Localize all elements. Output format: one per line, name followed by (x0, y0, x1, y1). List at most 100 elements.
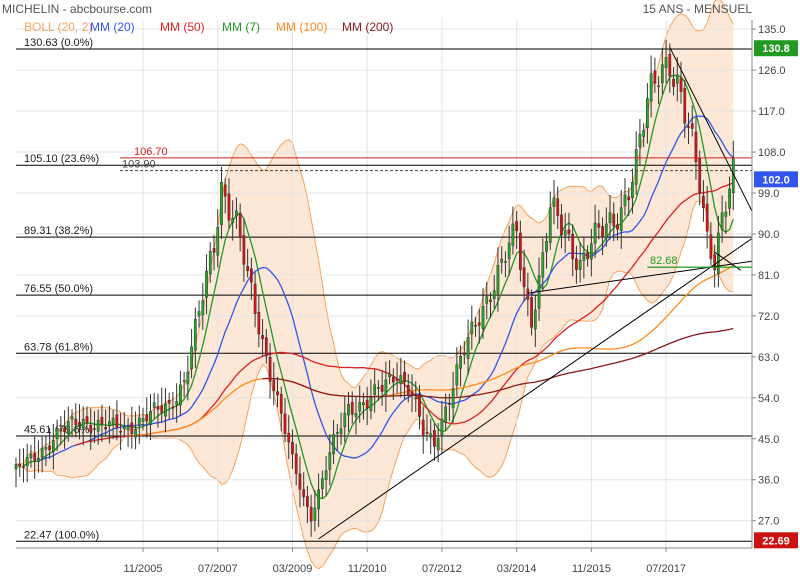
candle-body (186, 371, 190, 385)
candle-body (276, 391, 279, 396)
candle-body (418, 394, 421, 417)
axes: 27.0 36.0 45.0 54.0 63.0 72.0 81.0 90.0 99.0 108.… (16, 20, 798, 575)
y-tick-label: 126.0 (758, 65, 786, 77)
candle-body (642, 130, 646, 137)
candle-body (164, 403, 167, 417)
candle-body (627, 196, 631, 201)
fibonacci-levels: 130.63 (0.0%) 105.10 (23.6%) 89.31 (38.2%)… (16, 37, 752, 542)
candle-body (81, 418, 85, 429)
candle-body (702, 195, 705, 208)
candle-body (29, 453, 33, 459)
candle-body (653, 70, 657, 84)
candle-body (545, 240, 548, 252)
candle-body (283, 413, 287, 434)
legend-item: MM (200) (342, 20, 393, 34)
candle-body (429, 433, 433, 438)
fib-label: 89.31 (38.2%) (24, 225, 93, 237)
candle-body (690, 123, 694, 129)
candle-body (104, 427, 108, 430)
candle-body (526, 288, 530, 300)
price-label-box (754, 40, 798, 57)
candle-body (227, 193, 231, 221)
candle-body (500, 258, 504, 263)
candle-body (518, 232, 522, 271)
candle-body (470, 321, 474, 335)
candle-body (552, 197, 556, 207)
candle-body (616, 224, 619, 230)
candle-body (317, 489, 320, 510)
candle-body (406, 385, 410, 396)
x-tick-label: 07/2012 (422, 563, 462, 575)
candle-body (130, 422, 134, 435)
candle-body (55, 428, 59, 440)
candle-body (33, 453, 37, 461)
candle-body (85, 416, 89, 423)
y-tick-label: 81.0 (758, 270, 779, 282)
candle-body (466, 337, 470, 359)
candle-body (197, 311, 201, 317)
legend-item: MM (20) (90, 20, 135, 34)
candle-body (694, 131, 698, 163)
candle-body (347, 403, 350, 416)
candle-body (720, 212, 724, 230)
candle-body (717, 232, 720, 274)
candle-body (365, 399, 369, 409)
candle-body (145, 414, 149, 422)
candle-body (320, 478, 324, 489)
candle-body (216, 227, 220, 256)
candle-body (108, 421, 111, 427)
candle-body (459, 356, 462, 369)
candle-body (395, 378, 399, 381)
candle-body (156, 406, 160, 410)
candle-body (51, 440, 55, 452)
candle-body (492, 290, 496, 300)
candle-body (660, 64, 664, 84)
candle-body (48, 445, 51, 451)
candle-body (122, 426, 126, 430)
candle-body (235, 210, 238, 217)
price-label: 130.8 (762, 43, 790, 55)
candle-body (567, 229, 571, 235)
candle-body (231, 218, 235, 224)
x-tick-label: 07/2017 (646, 563, 686, 575)
candle-body (167, 399, 171, 404)
x-tick-label: 11/2005 (124, 563, 163, 575)
candle-body (705, 203, 709, 232)
candle-body (182, 380, 186, 382)
candle-body (40, 447, 44, 458)
candle-body (264, 337, 268, 357)
bollinger-fill (16, 0, 734, 569)
candle-body (388, 373, 391, 378)
candle-body (683, 88, 687, 124)
candle-body (220, 181, 223, 225)
candle-body (440, 418, 444, 436)
candle-body (238, 212, 242, 238)
candle-body (152, 402, 156, 408)
y-tick-label: 108.0 (758, 147, 786, 159)
candle-body (78, 422, 81, 426)
candle-body (504, 261, 507, 263)
candle-body (612, 213, 616, 227)
x-tick-label: 11/2010 (348, 563, 387, 575)
y-tick-label: 117.0 (758, 106, 785, 118)
candle-body (190, 346, 193, 369)
candle-body (373, 384, 377, 395)
candle-body (141, 418, 145, 422)
candle-body (560, 214, 563, 235)
price-label: 102.0 (762, 174, 790, 186)
candle-body (324, 470, 328, 480)
candle-body (698, 157, 702, 193)
trend-line (669, 47, 753, 212)
candle-body (608, 212, 612, 224)
candle-body (481, 306, 485, 329)
chart-title: MICHELIN - abcbourse.com (2, 2, 152, 16)
candle-body (657, 85, 660, 88)
candle-body (96, 419, 100, 432)
candle-body (571, 234, 575, 260)
candle-body (89, 425, 93, 433)
candle-body (343, 413, 347, 428)
candle-body (302, 489, 306, 498)
legend-item: MM (7) (222, 20, 260, 34)
fib-label: 105.10 (23.6%) (24, 153, 99, 165)
